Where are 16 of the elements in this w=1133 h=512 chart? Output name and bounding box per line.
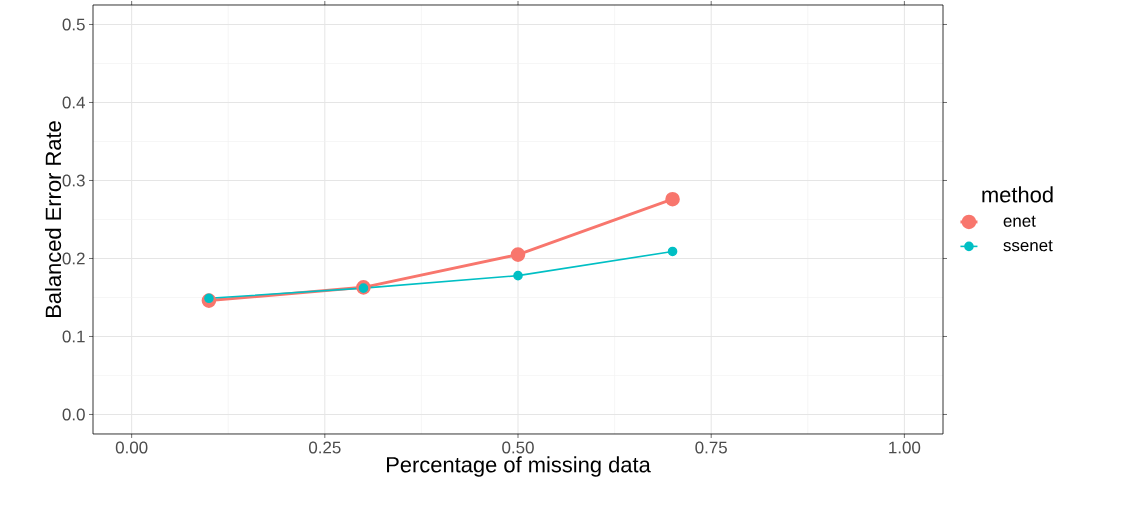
- legend-title: method: [982, 186, 1053, 203]
- y-axis-title: Balanced Error Rate: [45, 121, 62, 317]
- y-tick-label: 0.3: [62, 174, 85, 187]
- x-tick-label: 0.00: [115, 441, 148, 454]
- x-tick-label: 0.50: [502, 441, 534, 454]
- x-tick-label: 0.75: [695, 441, 727, 454]
- x-axis-title: Percentage of missing data: [387, 456, 651, 477]
- y-tick-label: 0.5: [62, 18, 85, 31]
- legend-label: ssenet: [1003, 240, 1053, 252]
- legend-label: enet: [1003, 215, 1036, 227]
- y-tick-label: 0.2: [62, 252, 85, 265]
- y-tick-label: 0.1: [62, 330, 85, 343]
- x-tick-label: 1.00: [889, 441, 921, 454]
- y-tick-label: 0.4: [62, 96, 85, 109]
- y-tick-label: 0.0: [62, 408, 85, 421]
- x-tick-label: 0.25: [309, 441, 341, 454]
